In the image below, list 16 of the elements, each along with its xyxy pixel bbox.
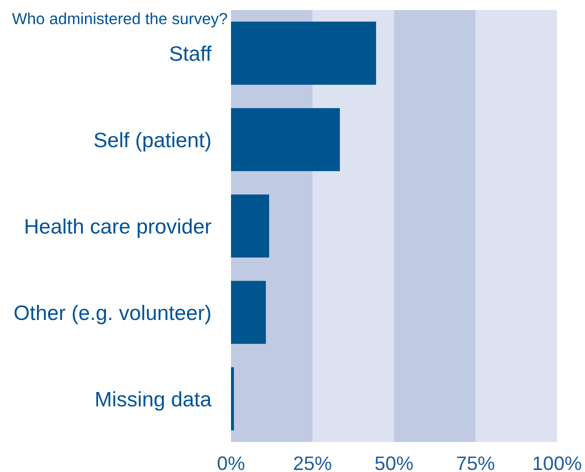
bar	[231, 108, 340, 172]
bar	[231, 367, 234, 430]
x-tick-label: 0%	[218, 456, 244, 470]
x-tick-label: 25%	[294, 456, 332, 470]
y-tick-label: Other (e.g. volunteer)	[14, 304, 210, 324]
y-tick-label: Staff	[170, 46, 212, 61]
bar	[231, 22, 376, 85]
x-tick-label: 50%	[375, 456, 413, 470]
y-tick-label: Health care provider	[26, 218, 212, 238]
y-tick-label: Self (patient)	[94, 132, 210, 152]
chart-title: Who administered the survey?	[12, 12, 228, 28]
x-tick-label: 100%	[534, 456, 582, 470]
bar	[231, 194, 270, 258]
bar	[231, 280, 266, 344]
x-tick-label: 75%	[457, 456, 494, 470]
y-tick-label: Missing data	[96, 391, 212, 411]
